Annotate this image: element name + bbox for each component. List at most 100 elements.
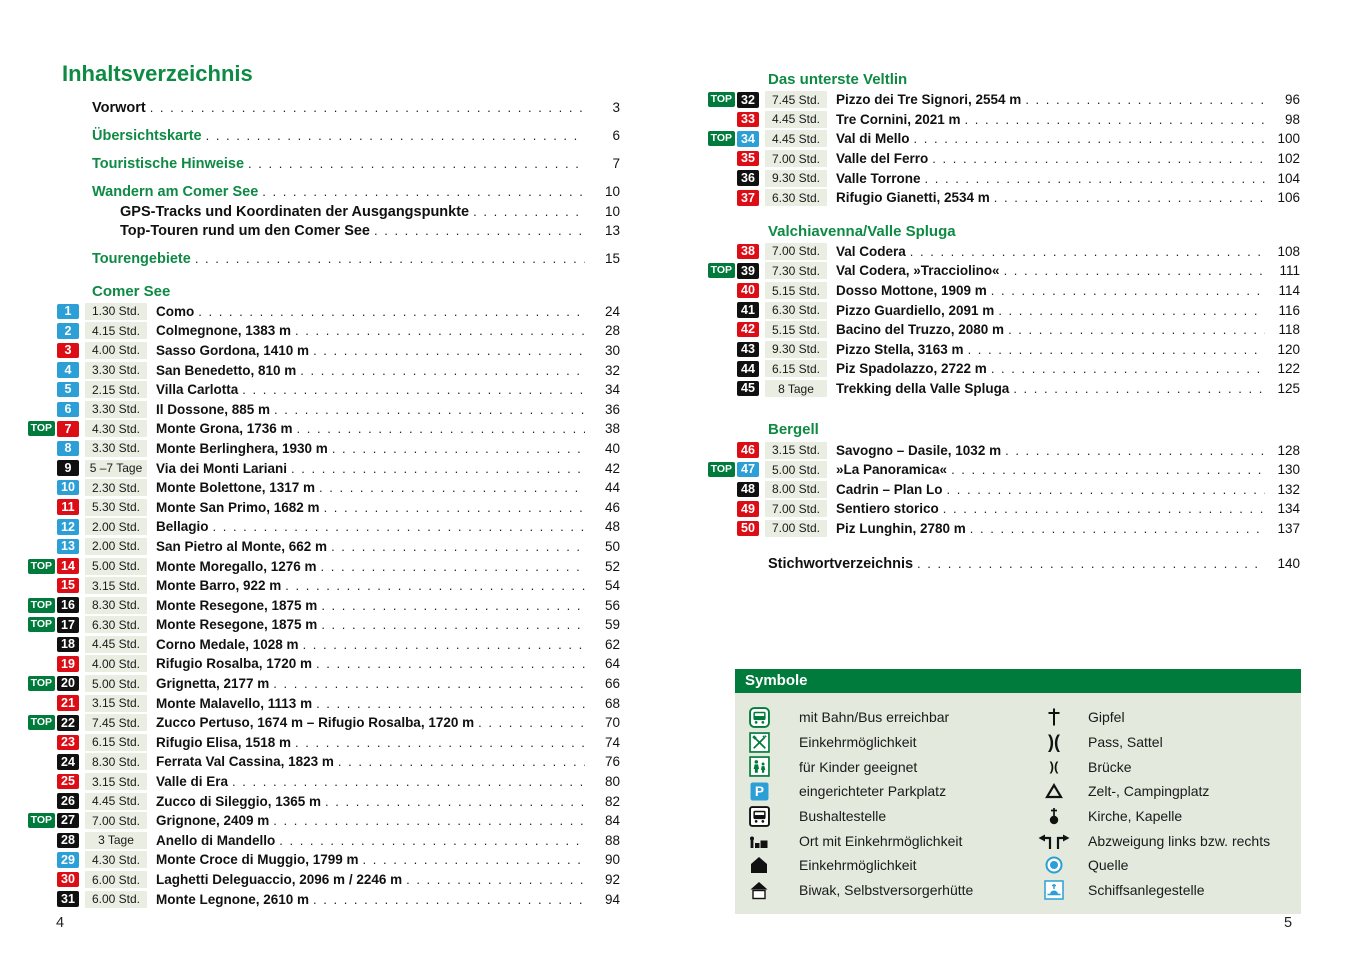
tour-duration: 5.30 Std. (85, 498, 147, 516)
front-entry-page-number: 7 (612, 156, 620, 171)
symbol-legend-row: )(Brücke (1018, 754, 1301, 779)
tour-duration: 3 Tage (85, 831, 147, 849)
tour-page-number: 90 (604, 852, 620, 868)
tour-duration: 3.30 Std. (85, 361, 147, 379)
dot-leader (925, 171, 1265, 186)
symbol-label: Quelle (1088, 857, 1129, 874)
tour-name-cell: Monte Resegone, 1875 m (156, 598, 588, 613)
tour-name: Pizzo Stella, 3163 m (836, 341, 964, 357)
tour-name-cell: San Pietro al Monte, 662 m (156, 539, 588, 554)
bivouac-icon (747, 881, 771, 900)
tour-name-cell: Sasso Gordona, 1410 m (156, 343, 588, 358)
tour-name-cell: Monte Croce di Muggio, 1799 m (156, 852, 588, 867)
dot-leader (406, 872, 585, 887)
dot-leader (303, 637, 585, 652)
symbol-label: eingerichteter Parkplatz (799, 783, 947, 800)
tour-page-number: 134 (1277, 501, 1300, 517)
tour-name: Pizzo Guardiello, 2091 m (836, 302, 995, 318)
tour-number-badge: 3 (57, 342, 79, 359)
dot-leader (968, 342, 1265, 357)
tour-number-badge: 13 (57, 538, 79, 555)
dot-leader (910, 244, 1265, 259)
tour-duration: 4.45 Std. (85, 792, 147, 810)
tour-page-number: 24 (604, 303, 620, 319)
dot-leader (994, 190, 1265, 205)
dot-leader (331, 539, 585, 554)
front-matter-list: Vorwort 3 Übersichtskarte 6 Touristische Hin… (28, 100, 620, 271)
page-number-right: 5 (1284, 915, 1293, 931)
tour-entry: 45 8 Tage Trekking della Valle Spluga 125 (708, 379, 1300, 399)
tour-page-number: 36 (604, 401, 620, 417)
tour-number-badge: 36 (737, 170, 759, 186)
tour-name-cell: Zucco Pertuso, 1674 m – Rifugio Rosalba,… (156, 715, 588, 730)
page-title: Inhaltsverzeichnis (62, 61, 253, 86)
tour-name-cell: Como (156, 304, 588, 319)
top-badge-cell: TOP (27, 421, 57, 437)
dot-leader (321, 617, 585, 632)
dot-leader (473, 204, 585, 219)
front-entry-label: Wandern am Comer See (92, 184, 259, 200)
dot-leader (213, 519, 585, 534)
tour-name: Valle Torrone (836, 170, 921, 186)
tour-name-cell: Bellagio (156, 519, 588, 534)
tour-duration: 4.30 Std. (85, 420, 147, 438)
tour-entry: 3 4.00 Std. Sasso Gordona, 1410 m 30 (28, 341, 620, 361)
tour-name-cell: Rifugio Gianetti, 2534 m (836, 190, 1268, 205)
tour-name-cell: Cadrin – Plan Lo (836, 482, 1268, 497)
symbols-column-left: mit Bahn/Bus erreichbar Einkehrmöglichkei… (735, 705, 1018, 903)
tour-duration: 6.30 Std. (765, 301, 827, 319)
spring-icon (1036, 855, 1072, 875)
top-badge-cell: TOP (27, 558, 57, 574)
symbol-label: Zelt-, Campingplatz (1088, 783, 1210, 800)
tour-number-badge: 8 (57, 440, 79, 457)
dot-leader (242, 382, 585, 397)
tour-name: San Benedetto, 810 m (156, 362, 297, 378)
symbol-legend-row: Kirche, Kapelle (1018, 804, 1301, 829)
tour-number-badge: 21 (57, 695, 79, 711)
tour-number-badge: 14 (57, 558, 79, 574)
section-title: Comer See (92, 282, 171, 300)
tour-name: Zucco di Sileggio, 1365 m (156, 793, 322, 809)
tour-duration: 4.00 Std. (85, 655, 147, 673)
tour-page-number: 116 (1278, 302, 1300, 318)
tour-duration: 4.00 Std. (85, 341, 147, 359)
symbol-label: Einkehrmöglichkeit (799, 734, 917, 751)
dot-leader (1004, 263, 1265, 278)
tour-page-number: 56 (604, 597, 620, 613)
tour-duration: 7.30 Std. (765, 262, 827, 280)
tour-entry: 15 3.15 Std. Monte Barro, 922 m 54 (28, 576, 620, 596)
dot-leader (274, 402, 585, 417)
tour-name: Valle di Era (156, 774, 229, 790)
tour-name-cell: Val Codera (836, 244, 1268, 259)
tour-number-badge: 44 (737, 361, 759, 377)
tour-name-cell: Savogno – Dasile, 1032 m (836, 443, 1268, 458)
tour-name-cell: Laghetti Deleguaccio, 2096 m / 2246 m (156, 872, 588, 887)
tour-page-number: 40 (604, 440, 620, 456)
pier-icon (1036, 880, 1072, 900)
tour-number-badge: 4 (57, 362, 79, 378)
tour-name-cell: Tre Cornini, 2021 m (836, 112, 1268, 127)
tour-name-cell: »La Panoramica« (836, 462, 1268, 477)
tour-name: Colmegnone, 1383 m (156, 323, 292, 339)
tour-page-number: 62 (604, 636, 620, 652)
tour-duration: 5.00 Std. (85, 557, 147, 575)
section-title: Valchiavenna/Valle Spluga (768, 222, 956, 240)
dot-leader (150, 100, 585, 115)
tour-entry: 29 4.30 Std. Monte Croce di Muggio, 1799 m… (28, 850, 620, 870)
tour-name: Rifugio Gianetti, 2534 m (836, 190, 990, 206)
tour-entry: 1 1.30 Std. Como 24 (28, 302, 620, 322)
tour-page-number: 88 (604, 832, 620, 848)
tour-number-badge: 30 (57, 871, 79, 888)
symbol-legend-row: Schiffsanlegestelle (1018, 878, 1301, 903)
tour-duration: 5.00 Std. (85, 675, 147, 693)
front-entry: Top-Touren rund um den Comer See 13 (28, 223, 620, 243)
tour-page-number: 118 (1278, 322, 1300, 338)
dot-leader (321, 598, 585, 613)
symbols-legend-box: Symbole mit Bahn/Bus erreichbar Einkehrmö… (735, 669, 1301, 914)
tour-entry: 31 6.00 Std. Monte Legnone, 2610 m 94 (28, 889, 620, 909)
dot-leader (300, 363, 585, 378)
village-icon (747, 832, 771, 850)
tour-page-number: 32 (604, 362, 620, 378)
